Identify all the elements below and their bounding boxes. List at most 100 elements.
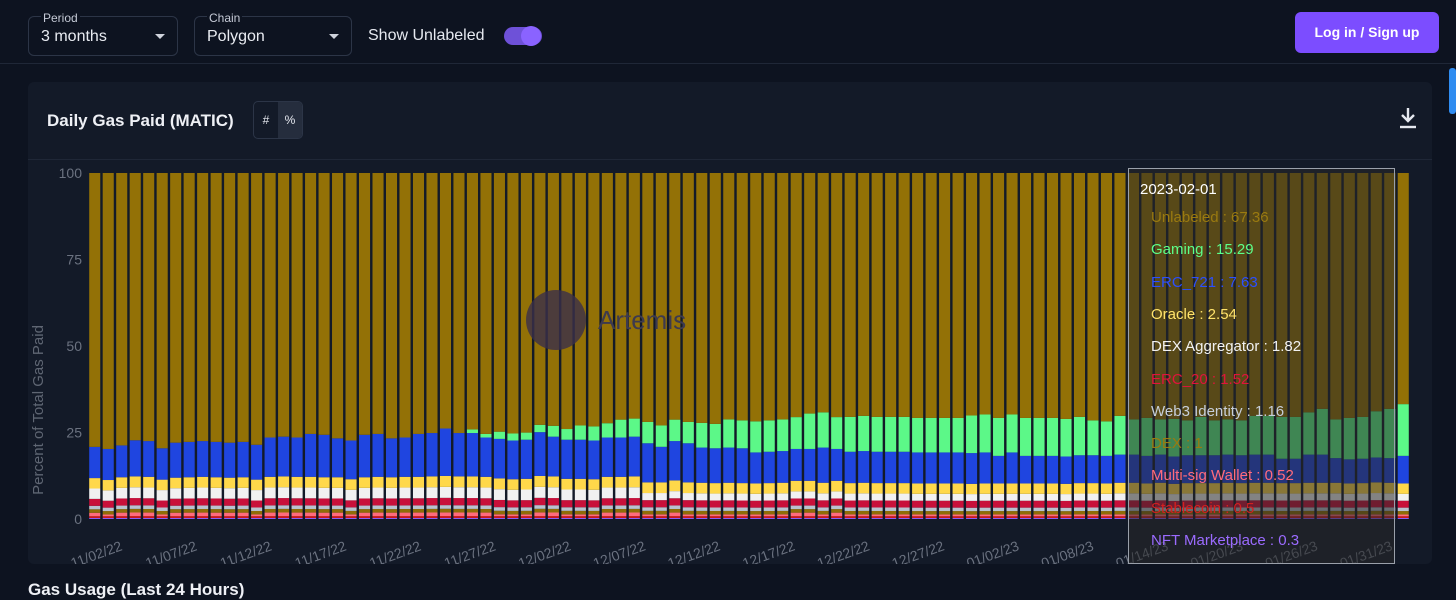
bar-segment[interactable] — [89, 516, 101, 518]
bar-segment[interactable] — [1033, 493, 1045, 501]
bar-segment[interactable] — [453, 516, 465, 518]
bar-segment[interactable] — [1020, 417, 1032, 456]
bar-segment[interactable] — [170, 498, 182, 506]
bar-segment[interactable] — [993, 500, 1005, 508]
bar-segment[interactable] — [426, 505, 438, 509]
bar-segment[interactable] — [777, 419, 789, 452]
bar-segment[interactable] — [669, 508, 681, 513]
bar-segment[interactable] — [804, 413, 816, 449]
bar-segment[interactable] — [1073, 483, 1086, 494]
bar-segment[interactable] — [817, 447, 829, 483]
bar-segment[interactable] — [116, 498, 128, 506]
bar-segment[interactable] — [966, 453, 978, 484]
bar-segment[interactable] — [1046, 173, 1059, 418]
bar-segment[interactable] — [116, 509, 128, 513]
bar-segment[interactable] — [831, 512, 843, 517]
bar-segment[interactable] — [952, 500, 964, 508]
bar-segment[interactable] — [871, 483, 883, 494]
bar-segment[interactable] — [777, 507, 789, 511]
bar-segment[interactable] — [385, 505, 398, 510]
bar-segment[interactable] — [925, 483, 937, 494]
bar-segment[interactable] — [723, 493, 735, 501]
bar-segment[interactable] — [439, 505, 452, 509]
bar-segment[interactable] — [709, 510, 721, 515]
bar-segment[interactable] — [170, 442, 182, 478]
bar-segment[interactable] — [790, 480, 802, 492]
bar-segment[interactable] — [966, 517, 978, 519]
bar-segment[interactable] — [736, 173, 748, 421]
bar-segment[interactable] — [156, 173, 168, 449]
bar-segment[interactable] — [332, 173, 344, 439]
bar-segment[interactable] — [898, 483, 910, 494]
bar-segment[interactable] — [507, 516, 519, 518]
bar-segment[interactable] — [1397, 483, 1409, 494]
bar-segment[interactable] — [966, 516, 978, 518]
bar-segment[interactable] — [642, 421, 654, 444]
bar-segment[interactable] — [696, 514, 708, 517]
bar-segment[interactable] — [332, 438, 344, 478]
bar-segment[interactable] — [1060, 511, 1072, 515]
bar-segment[interactable] — [507, 433, 519, 441]
bar-segment[interactable] — [723, 500, 735, 508]
bar-segment[interactable] — [412, 487, 425, 499]
bar-segment[interactable] — [804, 512, 816, 517]
bar-segment[interactable] — [507, 489, 519, 501]
bar-segment[interactable] — [993, 516, 1005, 518]
bar-segment[interactable] — [1073, 173, 1086, 417]
bar-segment[interactable] — [1087, 493, 1099, 501]
bar-segment[interactable] — [305, 505, 317, 509]
bar-segment[interactable] — [466, 516, 478, 518]
bar-segment[interactable] — [642, 173, 654, 422]
bar-segment[interactable] — [709, 483, 721, 494]
bar-segment[interactable] — [871, 493, 883, 501]
bar-segment[interactable] — [642, 514, 654, 517]
bar-segment[interactable] — [305, 173, 317, 434]
bar-segment[interactable] — [345, 514, 357, 517]
bar-segment[interactable] — [844, 500, 856, 508]
bar-segment[interactable] — [278, 476, 290, 488]
bar-segment[interactable] — [237, 505, 249, 510]
bar-segment[interactable] — [278, 173, 290, 437]
bar-segment[interactable] — [831, 491, 843, 499]
bar-segment[interactable] — [183, 477, 195, 488]
bar-segment[interactable] — [507, 440, 519, 480]
bar-segment[interactable] — [561, 500, 573, 508]
bar-segment[interactable] — [574, 489, 586, 501]
bar-segment[interactable] — [143, 508, 155, 513]
bar-segment[interactable] — [1020, 493, 1032, 501]
bar-segment[interactable] — [709, 500, 721, 508]
bar-segment[interactable] — [291, 512, 303, 517]
bar-segment[interactable] — [1087, 173, 1099, 421]
bar-segment[interactable] — [89, 446, 101, 479]
bar-segment[interactable] — [1114, 517, 1126, 519]
bar-segment[interactable] — [291, 173, 303, 438]
bar-segment[interactable] — [426, 498, 438, 506]
bar-segment[interactable] — [210, 487, 222, 499]
bar-segment[interactable] — [763, 493, 775, 501]
bar-segment[interactable] — [305, 512, 317, 517]
bar-segment[interactable] — [345, 173, 357, 441]
bar-segment[interactable] — [1073, 500, 1086, 508]
bar-segment[interactable] — [1397, 500, 1409, 508]
bar-segment[interactable] — [412, 505, 425, 509]
bar-segment[interactable] — [453, 173, 465, 434]
bar-segment[interactable] — [116, 517, 128, 519]
bar-segment[interactable] — [1100, 483, 1113, 494]
bar-segment[interactable] — [588, 507, 600, 511]
bar-segment[interactable] — [1087, 500, 1099, 508]
bar-segment[interactable] — [979, 507, 991, 512]
bar-segment[interactable] — [831, 480, 843, 492]
bar-segment[interactable] — [966, 507, 978, 512]
bar-segment[interactable] — [237, 477, 249, 488]
bar-segment[interactable] — [682, 443, 694, 483]
bar-segment[interactable] — [318, 516, 330, 518]
bar-segment[interactable] — [385, 173, 398, 439]
bar-segment[interactable] — [588, 173, 600, 427]
bar-segment[interactable] — [156, 507, 168, 511]
bar-segment[interactable] — [412, 512, 425, 517]
bar-segment[interactable] — [1060, 483, 1072, 495]
bar-segment[interactable] — [804, 498, 816, 506]
bar-segment[interactable] — [1060, 500, 1072, 508]
bar-segment[interactable] — [210, 509, 222, 513]
bar-segment[interactable] — [655, 482, 667, 494]
